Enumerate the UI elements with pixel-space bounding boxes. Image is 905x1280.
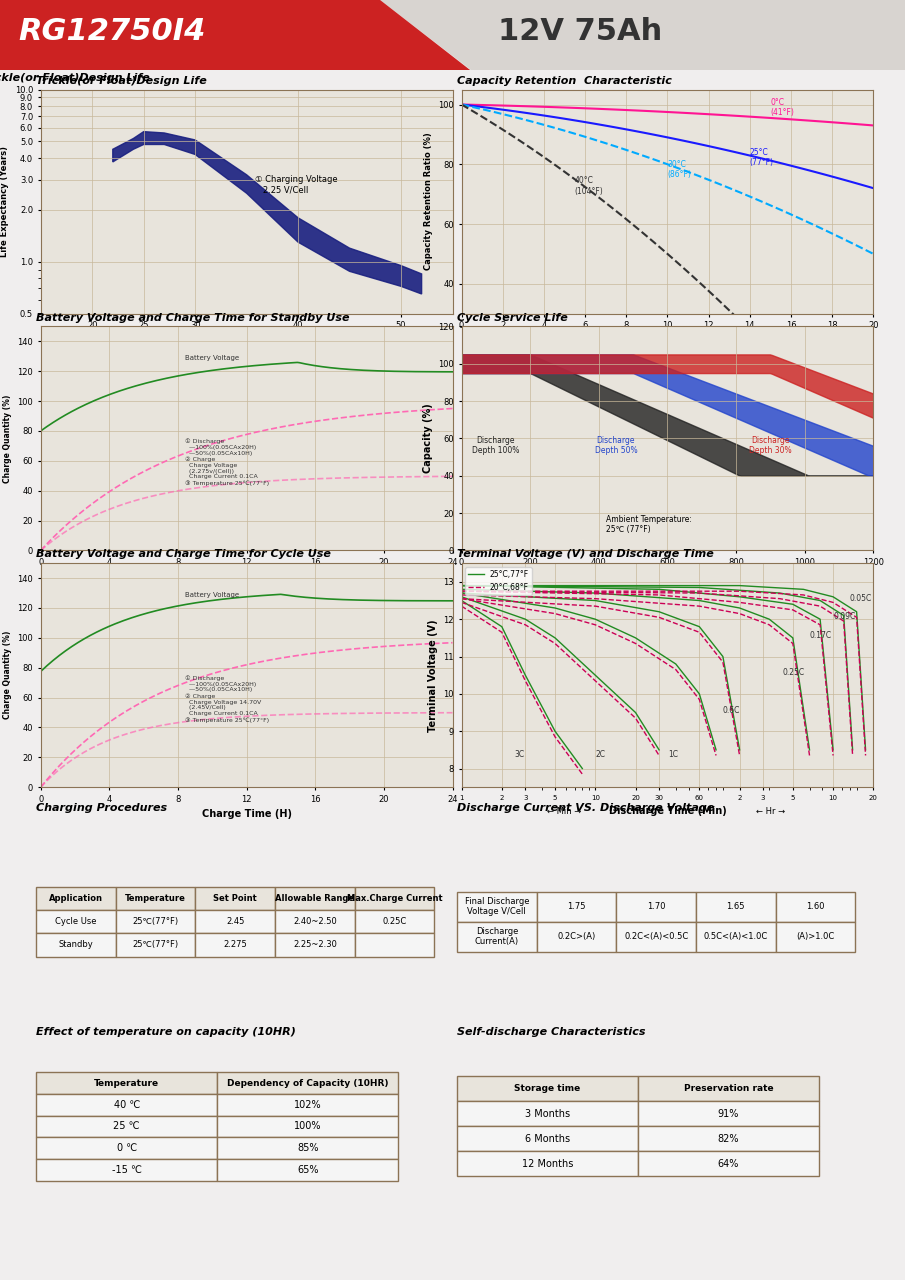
Text: 30°C
(86°F): 30°C (86°F): [668, 160, 691, 179]
X-axis label: Charge Time (H): Charge Time (H): [202, 809, 291, 819]
Text: Discharge
Depth 50%: Discharge Depth 50%: [595, 436, 637, 456]
X-axis label: Temperature (°C): Temperature (°C): [199, 335, 294, 346]
Y-axis label: Capacity Retention Ratio (%): Capacity Retention Ratio (%): [424, 133, 433, 270]
Text: 0.09C: 0.09C: [834, 612, 855, 621]
Polygon shape: [113, 132, 422, 294]
Text: Capacity Retention  Characteristic: Capacity Retention Characteristic: [457, 76, 672, 86]
Text: Ambient Temperature:
25℃ (77°F): Ambient Temperature: 25℃ (77°F): [605, 515, 691, 535]
Text: 0°C
(41°F): 0°C (41°F): [770, 97, 795, 118]
Text: Cycle Service Life: Cycle Service Life: [457, 312, 567, 323]
Y-axis label: Capacity (%): Capacity (%): [423, 403, 433, 474]
Text: Charging Procedures: Charging Procedures: [36, 803, 167, 813]
Text: 40°C
(104°F): 40°C (104°F): [575, 177, 604, 196]
Text: 0.6C: 0.6C: [723, 705, 740, 714]
Text: Discharge Current VS. Discharge Voltage: Discharge Current VS. Discharge Voltage: [457, 803, 714, 813]
Text: ① Discharge
  —100%(0.05CAx20H)
  —50%(0.05CAx10H)
② Charge
  Charge Voltage
  (: ① Discharge —100%(0.05CAx20H) —50%(0.05C…: [185, 438, 269, 486]
Text: Battery Voltage: Battery Voltage: [185, 355, 239, 361]
Text: ① Discharge
  —100%(0.05CAx20H)
  —50%(0.05CAx10H)
② Charge
  Charge Voltage 14.: ① Discharge —100%(0.05CAx20H) —50%(0.05C…: [185, 675, 269, 723]
Text: ← Min →: ← Min →: [548, 808, 582, 817]
Text: Self-discharge Characteristics: Self-discharge Characteristics: [457, 1027, 645, 1037]
Text: Trickle(or Float)Design Life: Trickle(or Float)Design Life: [36, 76, 207, 86]
Text: Terminal Voltage (V) and Discharge Time: Terminal Voltage (V) and Discharge Time: [457, 549, 714, 559]
Text: 0.17C: 0.17C: [809, 631, 832, 640]
Text: 2C: 2C: [595, 750, 605, 759]
Text: Battery Voltage: Battery Voltage: [185, 591, 239, 598]
Text: Effect of temperature on capacity (10HR): Effect of temperature on capacity (10HR): [36, 1027, 296, 1037]
Text: ← Hr →: ← Hr →: [756, 808, 785, 817]
Text: 12V 75Ah: 12V 75Ah: [498, 17, 662, 46]
Text: 0.05C: 0.05C: [850, 594, 872, 603]
Text: RG12750I4: RG12750I4: [18, 17, 205, 46]
Text: 1C: 1C: [668, 750, 678, 759]
Text: 0.25C: 0.25C: [782, 668, 805, 677]
Text: Battery Voltage and Charge Time for Standby Use: Battery Voltage and Charge Time for Stan…: [36, 312, 349, 323]
X-axis label: Discharge Time (Min): Discharge Time (Min): [608, 806, 727, 817]
Y-axis label: Terminal Voltage (V): Terminal Voltage (V): [428, 620, 438, 731]
Text: ① Charging Voltage
   2.25 V/Cell: ① Charging Voltage 2.25 V/Cell: [255, 174, 338, 195]
X-axis label: Number of Cycles (Times): Number of Cycles (Times): [596, 572, 738, 582]
X-axis label: Storage Period (Month): Storage Period (Month): [603, 335, 732, 346]
Polygon shape: [0, 0, 471, 70]
Text: Trickle(or Float)Design Life: Trickle(or Float)Design Life: [0, 73, 149, 83]
Text: 25°C
(77°F): 25°C (77°F): [749, 147, 774, 168]
Legend: 25°C,77°F, 20°C,68°F: 25°C,77°F, 20°C,68°F: [465, 567, 532, 595]
Text: Discharge
Depth 30%: Discharge Depth 30%: [749, 436, 792, 456]
X-axis label: Charge Time (H): Charge Time (H): [202, 572, 291, 582]
Polygon shape: [380, 0, 905, 70]
Y-axis label: Charge Quantity (%): Charge Quantity (%): [3, 394, 12, 483]
Text: 3C: 3C: [515, 750, 525, 759]
Y-axis label: Life Expectancy (Years): Life Expectancy (Years): [0, 146, 9, 257]
Y-axis label: Charge Quantity (%): Charge Quantity (%): [3, 631, 12, 719]
Text: Battery Voltage and Charge Time for Cycle Use: Battery Voltage and Charge Time for Cycl…: [36, 549, 331, 559]
Text: Discharge
Depth 100%: Discharge Depth 100%: [472, 436, 519, 456]
